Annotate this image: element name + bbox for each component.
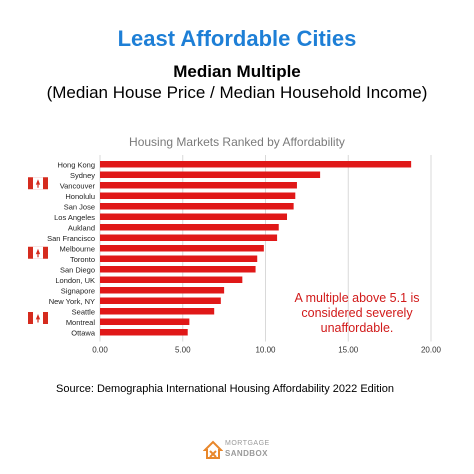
category-label: San Francisco	[47, 234, 95, 243]
annotation-line: considered severely	[301, 306, 413, 320]
source-note: Source: Demographia International Housin…	[56, 383, 394, 395]
bar	[100, 276, 243, 283]
bar	[100, 318, 190, 325]
annotation-line: unaffordable.	[321, 321, 394, 335]
bar	[100, 213, 288, 220]
category-label: Aukland	[68, 223, 95, 232]
subtitle-median-multiple: Median Multiple	[173, 62, 301, 81]
house-logo-icon	[203, 440, 223, 459]
category-label: New York, NY	[49, 297, 95, 306]
category-label: San Diego	[60, 265, 95, 274]
annotation-line: A multiple above 5.1 is	[294, 291, 419, 305]
bar-chart: Housing Markets Ranked by Affordability 0…	[28, 135, 442, 355]
bar	[100, 297, 221, 304]
brand-line-1: MORTGAGE	[225, 440, 270, 447]
category-label: Vancouver	[60, 181, 96, 190]
x-tick-label: 20.00	[421, 346, 442, 355]
category-label: Seattle	[72, 307, 95, 316]
canadian-flag-icon	[28, 177, 48, 190]
category-label: Montreal	[66, 318, 96, 327]
bar	[100, 245, 264, 252]
bar	[100, 308, 215, 315]
main-title: Least Affordable Cities	[117, 26, 357, 51]
bar	[100, 234, 278, 241]
bar	[100, 287, 225, 294]
category-label: Melbourne	[60, 244, 95, 253]
canadian-flag-icon	[28, 246, 48, 259]
category-label: Signapore	[61, 286, 95, 295]
chart-title: Housing Markets Ranked by Affordability	[129, 135, 345, 149]
category-label: Sydney	[70, 171, 95, 180]
bar	[100, 266, 256, 273]
category-label: San Jose	[64, 202, 95, 211]
x-tick-label: 10.00	[255, 346, 276, 355]
x-tick-label: 0.00	[92, 346, 108, 355]
category-label: Toronto	[70, 255, 95, 264]
category-label: Honolulu	[65, 192, 95, 201]
category-label: London, UK	[55, 276, 95, 285]
bar	[100, 203, 294, 210]
bar	[100, 255, 258, 262]
subtitle-definition: (Median House Price / Median Household I…	[46, 83, 428, 102]
bar	[100, 224, 279, 231]
canadian-flag-icon	[28, 312, 48, 324]
bar	[100, 161, 412, 168]
bar	[100, 182, 297, 189]
category-label: Los Angeles	[54, 213, 95, 222]
bar	[100, 192, 296, 199]
category-label: Ottawa	[71, 328, 96, 337]
brand-line-2: SANDBOX	[225, 449, 268, 458]
x-tick-label: 15.00	[338, 346, 359, 355]
bar	[100, 329, 188, 336]
category-label: Hong Kong	[57, 160, 95, 169]
x-tick-label: 5.00	[175, 346, 191, 355]
bar	[100, 171, 321, 178]
brand-logo: MORTGAGE SANDBOX	[203, 437, 283, 467]
